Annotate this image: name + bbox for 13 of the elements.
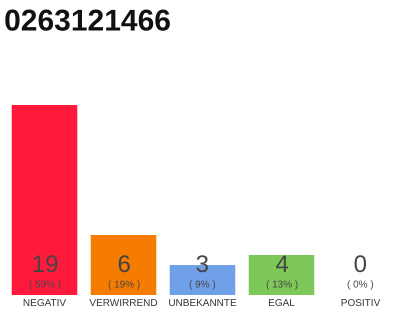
data-label: 4 ( 13% ) <box>266 251 298 291</box>
chart-title: 0263121466 <box>4 4 171 38</box>
bar <box>12 105 78 295</box>
data-label: 19 ( 59% ) <box>29 251 62 291</box>
x-tick-label: NEGATIV <box>22 298 66 309</box>
x-tick-label: POSITIV <box>340 298 381 309</box>
data-label: 6 ( 19% ) <box>108 251 140 291</box>
bar <box>248 255 314 295</box>
bar <box>90 235 156 295</box>
data-label: 0 ( 0% ) <box>347 251 374 291</box>
x-tick-label: EGAL <box>268 298 296 309</box>
x-tick-label: VERWIRREND <box>89 298 158 309</box>
x-tick-label: UNBEKANNTE <box>168 298 237 309</box>
